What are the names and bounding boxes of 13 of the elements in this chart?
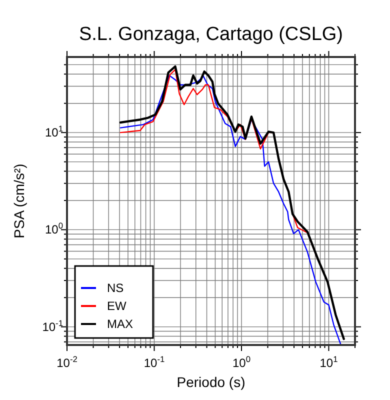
y-tick-label: 10$^{0}$ xyxy=(44,220,64,237)
x-tick-label: 10$^{1}$ xyxy=(320,354,338,370)
legend-label: NS xyxy=(107,281,124,295)
y-tick-label: 10$^{1}$ xyxy=(44,124,64,140)
x-tick-label: 10$^{0}$ xyxy=(232,354,251,370)
x-tick-label: 10$^{-2}$ xyxy=(56,354,78,370)
chart-title: S.L. Gonzaga, Cartago (CSLG) xyxy=(78,24,344,45)
y-axis-title: PSA (cm/s²) xyxy=(11,164,27,238)
x-axis-title: Periodo (s) xyxy=(176,374,246,390)
y-tick-label: 10$^{-1}$ xyxy=(42,318,64,334)
legend-label: EW xyxy=(107,299,128,313)
legend-label: MAX xyxy=(107,317,134,331)
x-tick-label: 10$^{-1}$ xyxy=(144,354,165,370)
